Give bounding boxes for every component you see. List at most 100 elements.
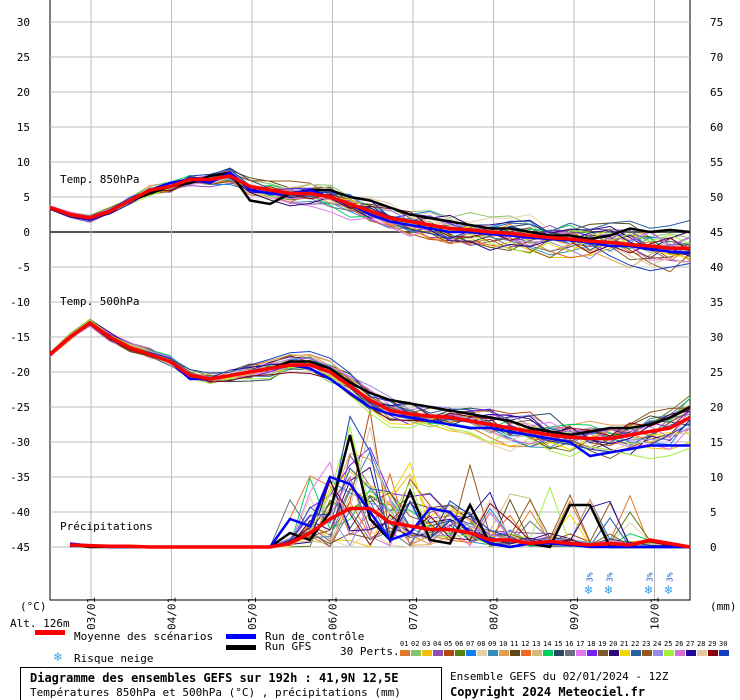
- pert-label: 15: [554, 640, 563, 648]
- pert-label: 22: [631, 640, 640, 648]
- left-tick-label: -40: [10, 506, 30, 519]
- pert-swatch: [532, 650, 542, 656]
- right-tick-label: 55: [710, 156, 723, 169]
- t850-label: Temp. 850hPa: [60, 173, 139, 186]
- pert-swatch: [620, 650, 630, 656]
- pert-label: 19: [598, 640, 607, 648]
- left-tick-label: -35: [10, 471, 30, 484]
- snow-risk-label: 3%: [646, 572, 655, 582]
- series-line-t850: [49, 171, 691, 241]
- right-tick-label: 15: [710, 436, 723, 449]
- pert-label: 01: [400, 640, 409, 648]
- pert-label: 05: [444, 640, 453, 648]
- pert-label: 26: [675, 640, 684, 648]
- legend-control-swatch: [226, 634, 256, 639]
- pert-swatch: [719, 650, 729, 656]
- pert-label: 21: [620, 640, 629, 648]
- right-tick-label: 0: [710, 541, 717, 554]
- snow-risk-label: 3%: [606, 572, 615, 582]
- right-tick-label: 40: [710, 261, 723, 274]
- left-tick-label: 5: [23, 191, 30, 204]
- pert-swatch: [642, 650, 652, 656]
- series-line-t850: [49, 174, 690, 250]
- left-tick-label: -45: [10, 541, 30, 554]
- pert-swatch: [521, 650, 531, 656]
- pert-label: 20: [609, 640, 618, 648]
- right-tick-label: 25: [710, 366, 723, 379]
- right-axis-label: (mm): [710, 600, 737, 613]
- precip-label: Précipitations: [60, 520, 153, 533]
- pert-swatch: [708, 650, 718, 656]
- left-tick-label: 10: [17, 156, 30, 169]
- pert-swatch: [455, 650, 465, 656]
- t500-label: Temp. 500hPa: [60, 295, 139, 308]
- pert-swatch: [543, 650, 553, 656]
- pert-swatch: [631, 650, 641, 656]
- x-tick-label: 06/01: [327, 597, 340, 630]
- pert-label: 12: [521, 640, 530, 648]
- left-tick-label: 30: [17, 16, 30, 29]
- right-tick-label: 30: [710, 331, 723, 344]
- pert-label: 07: [466, 640, 475, 648]
- x-tick-label: 10/01: [649, 597, 662, 630]
- pert-swatch: [697, 650, 707, 656]
- left-tick-label: 20: [17, 86, 30, 99]
- snowflake-icon: ❄: [584, 583, 593, 598]
- pert-label: 23: [642, 640, 651, 648]
- right-tick-label: 50: [710, 191, 723, 204]
- pert-swatch: [466, 650, 476, 656]
- member-line-21: [49, 322, 691, 451]
- snowflake-icon: ❄: [604, 583, 613, 598]
- snowflake-icon: ❄: [54, 650, 62, 665]
- pert-swatch: [664, 650, 674, 656]
- pert-label: 24: [653, 640, 662, 648]
- pert-swatch: [609, 650, 619, 656]
- pert-swatch: [598, 650, 608, 656]
- left-tick-label: 15: [17, 121, 30, 134]
- pert-label: 02: [411, 640, 420, 648]
- pert-swatch: [477, 650, 487, 656]
- right-tick-label: 75: [710, 16, 723, 29]
- snow-risk-label: 3%: [586, 572, 595, 582]
- left-tick-label: -30: [10, 436, 30, 449]
- right-tick-label: 65: [710, 86, 723, 99]
- left-tick-label: -15: [10, 331, 30, 344]
- right-tick-label: 60: [710, 121, 723, 134]
- pert-swatch: [675, 650, 685, 656]
- series-line-precip: [69, 506, 691, 549]
- pert-label: 27: [686, 640, 695, 648]
- pert-label: 16: [565, 640, 574, 648]
- pert-swatch: [444, 650, 454, 656]
- legend-mean-label: Moyenne des scénarios: [74, 630, 214, 643]
- legend-gfs-swatch: [226, 645, 256, 650]
- pert-label: 30: [719, 640, 728, 648]
- left-tick-label: -10: [10, 296, 30, 309]
- snowflake-icon: ❄: [644, 583, 653, 598]
- right-tick-label: 20: [710, 401, 723, 414]
- left-tick-label: -20: [10, 366, 30, 379]
- pert-label: 11: [510, 640, 519, 648]
- x-tick-label: 07/01: [407, 597, 420, 630]
- pert-swatch: [510, 650, 520, 656]
- member-line-17: [49, 319, 691, 450]
- pert-label: 18: [587, 640, 596, 648]
- member-line-25: [49, 175, 691, 255]
- series-line-t500: [48, 320, 691, 441]
- pert-label: 14: [543, 640, 552, 648]
- pert-label: 25: [664, 640, 673, 648]
- pert-swatch: [488, 650, 498, 656]
- plot-area: [49, 0, 691, 601]
- pert-label: 06: [455, 640, 464, 648]
- x-tick-label: 08/01: [488, 597, 501, 630]
- left-tick-label: -25: [10, 401, 30, 414]
- legend-snow-label: Risque neige: [74, 652, 154, 665]
- pert-swatch: [576, 650, 586, 656]
- legend-gfs-label: Run GFS: [265, 640, 312, 653]
- pert-swatch: [411, 650, 421, 656]
- right-tick-label: 35: [710, 296, 723, 309]
- x-tick-label: 09/01: [568, 597, 581, 630]
- pert-swatch: [422, 650, 432, 656]
- pert-swatch: [433, 650, 443, 656]
- snow-risk-label: 3%: [666, 572, 675, 582]
